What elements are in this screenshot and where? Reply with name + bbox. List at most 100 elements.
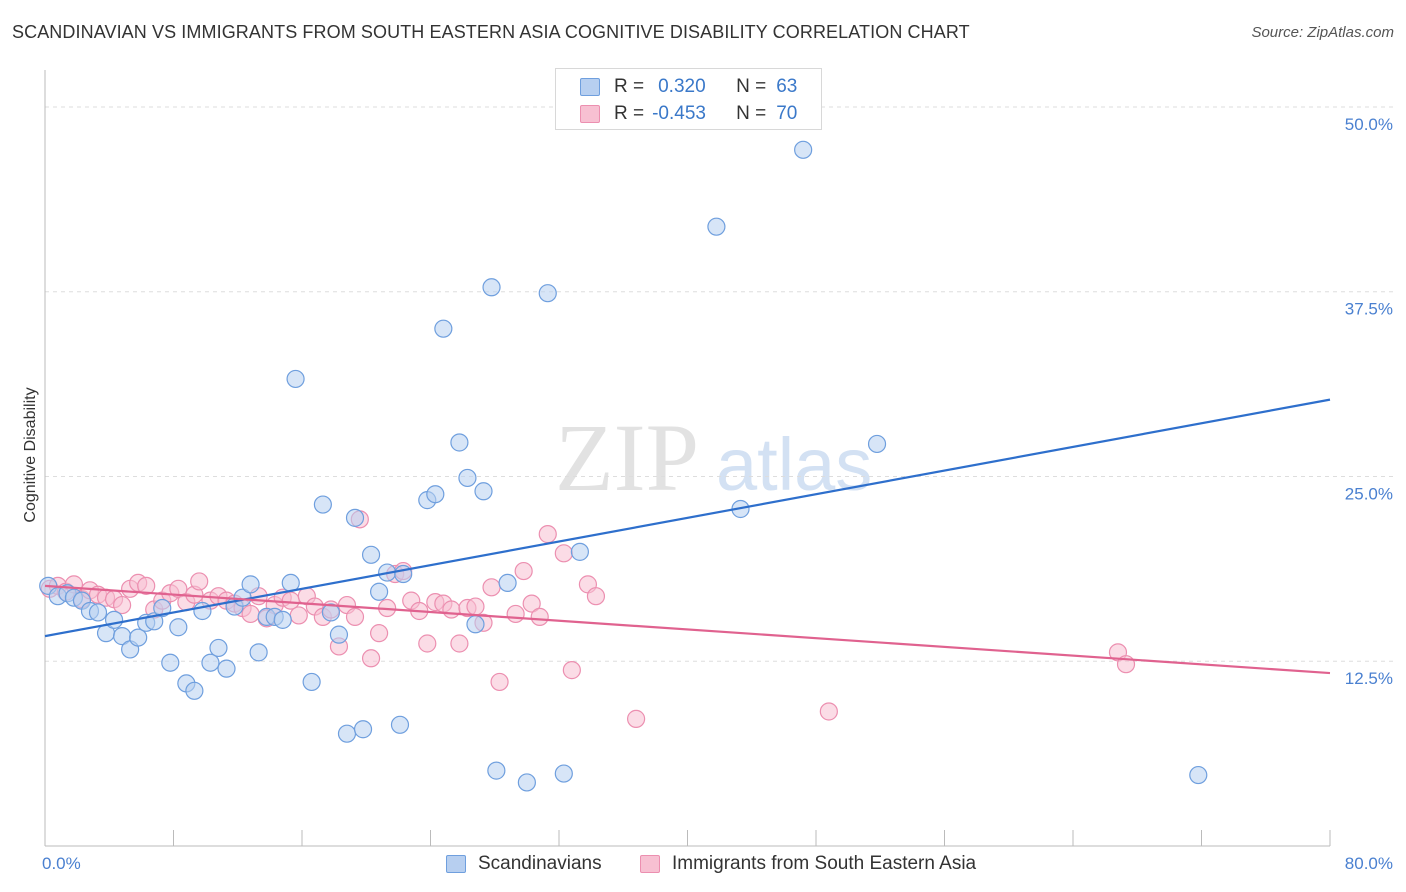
trend-lines <box>44 398 1331 675</box>
legend-r-label: R = <box>614 76 645 97</box>
x-tick-label: 80.0% <box>1345 854 1393 873</box>
data-point-immigrants <box>819 702 838 721</box>
data-point-scandinavians <box>498 573 517 592</box>
legend-n-value: 70 <box>776 103 798 124</box>
data-point-scandinavians <box>153 598 172 618</box>
data-point-immigrants <box>190 572 209 591</box>
data-point-immigrants <box>514 561 533 581</box>
data-point-scandinavians <box>554 764 573 783</box>
data-point-immigrants <box>137 576 156 595</box>
data-point-scandinavians <box>169 618 188 637</box>
data-point-scandinavians <box>1189 765 1208 785</box>
trend-line-scandinavians <box>44 398 1331 638</box>
legend-n-label: N = <box>736 76 767 97</box>
data-point-immigrants <box>361 649 381 668</box>
y-tick-label: 50.0% <box>1345 115 1393 134</box>
legend-n-value: 63 <box>776 76 798 97</box>
data-point-immigrants <box>522 594 541 613</box>
data-point-scandinavians <box>487 761 506 780</box>
legend-r-label: R = <box>614 103 645 124</box>
data-point-scandinavians <box>209 638 228 658</box>
data-point-immigrants <box>442 600 461 619</box>
data-point-scandinavians <box>570 542 589 561</box>
trend-line-immigrants <box>44 584 1331 675</box>
legend-row-immigrants: R = -0.453 N = 70 <box>580 102 797 126</box>
data-point-scandinavians <box>434 319 453 338</box>
bottom-legend-immigrants: Immigrants from South Eastern Asia <box>640 852 976 876</box>
legend-r-value: -0.453 <box>652 103 706 124</box>
axes <box>44 70 1331 847</box>
data-point-scandinavians <box>450 433 469 452</box>
y-tick-label: 37.5% <box>1345 300 1393 319</box>
data-point-scandinavians <box>249 643 268 662</box>
legend-row-scandinavians: R = 0.320 N = 63 <box>580 75 797 99</box>
data-point-scandinavians <box>361 545 381 564</box>
data-point-scandinavians <box>217 659 236 678</box>
watermark-zip: ZIP <box>555 404 699 511</box>
data-point-immigrants <box>450 634 469 653</box>
chart-title: SCANDINAVIAN VS IMMIGRANTS FROM SOUTH EA… <box>12 22 970 42</box>
data-point-immigrants <box>345 607 365 626</box>
tick-labels: 12.5% 25.0% 37.5% 50.0% 0.0% 80.0% <box>42 115 1393 873</box>
data-point-scandinavians <box>88 603 108 622</box>
data-point-immigrants <box>506 604 525 624</box>
data-point-scandinavians <box>273 610 292 629</box>
data-point-scandinavians <box>104 610 124 629</box>
data-point-scandinavians <box>707 217 726 236</box>
data-point-scandinavians <box>538 284 557 303</box>
data-point-scandinavians <box>302 672 321 692</box>
data-point-immigrants <box>490 672 509 692</box>
data-point-scandinavians <box>161 653 180 672</box>
data-point-immigrants <box>586 587 606 606</box>
data-point-scandinavians <box>458 468 477 488</box>
data-point-scandinavians <box>337 724 357 743</box>
data-point-scandinavians <box>466 615 485 634</box>
data-point-immigrants <box>554 544 573 563</box>
watermark-atlas: atlas <box>716 423 872 506</box>
source-credit: Source: ZipAtlas.com <box>1251 24 1394 41</box>
data-point-immigrants <box>466 597 485 616</box>
x-tick-label: 0.0% <box>42 854 81 873</box>
data-point-scandinavians <box>426 485 445 504</box>
data-point-scandinavians <box>390 715 410 734</box>
series-scandinavians-points <box>39 140 1208 792</box>
data-point-immigrants <box>289 606 308 625</box>
data-point-immigrants <box>112 595 132 615</box>
data-point-scandinavians <box>794 140 813 159</box>
bottom-legend-scandinavians: Scandinavians <box>446 852 602 876</box>
data-point-scandinavians <box>129 628 148 647</box>
data-point-scandinavians <box>321 603 341 622</box>
data-point-immigrants <box>562 661 581 680</box>
watermark: ZIP atlas <box>555 404 872 511</box>
data-point-scandinavians <box>286 369 305 389</box>
legend-swatch-pink <box>580 105 600 123</box>
data-point-scandinavians <box>329 625 349 644</box>
data-point-scandinavians <box>867 434 887 454</box>
legend-label-immigrants: Immigrants from South Eastern Asia <box>672 853 977 874</box>
data-point-immigrants <box>169 579 188 598</box>
y-tick-label: 25.0% <box>1345 484 1393 503</box>
correlation-legend: R = 0.320 N = 63 R = -0.453 N = 70 <box>555 68 822 130</box>
legend-n-label: N = <box>736 103 767 124</box>
data-point-scandinavians <box>185 681 204 700</box>
data-point-scandinavians <box>201 653 220 672</box>
data-point-immigrants <box>370 624 389 643</box>
data-point-immigrants <box>418 634 437 653</box>
data-point-scandinavians <box>313 495 332 514</box>
data-point-scandinavians <box>517 773 536 792</box>
legend-label-scandinavians: Scandinavians <box>478 853 602 874</box>
data-point-scandinavians <box>241 575 260 594</box>
legend-swatch-blue <box>446 855 466 873</box>
legend-r-value: 0.320 <box>658 76 706 97</box>
data-point-immigrants <box>538 525 557 544</box>
data-point-scandinavians <box>345 508 365 527</box>
data-point-immigrants <box>482 578 501 597</box>
data-point-scandinavians <box>353 720 373 739</box>
y-tick-label: 12.5% <box>1345 669 1393 688</box>
legend-swatch-blue <box>580 78 600 96</box>
data-point-immigrants <box>530 607 549 626</box>
legend-swatch-pink <box>640 855 660 873</box>
data-point-scandinavians <box>474 482 493 501</box>
data-point-immigrants <box>626 709 646 728</box>
